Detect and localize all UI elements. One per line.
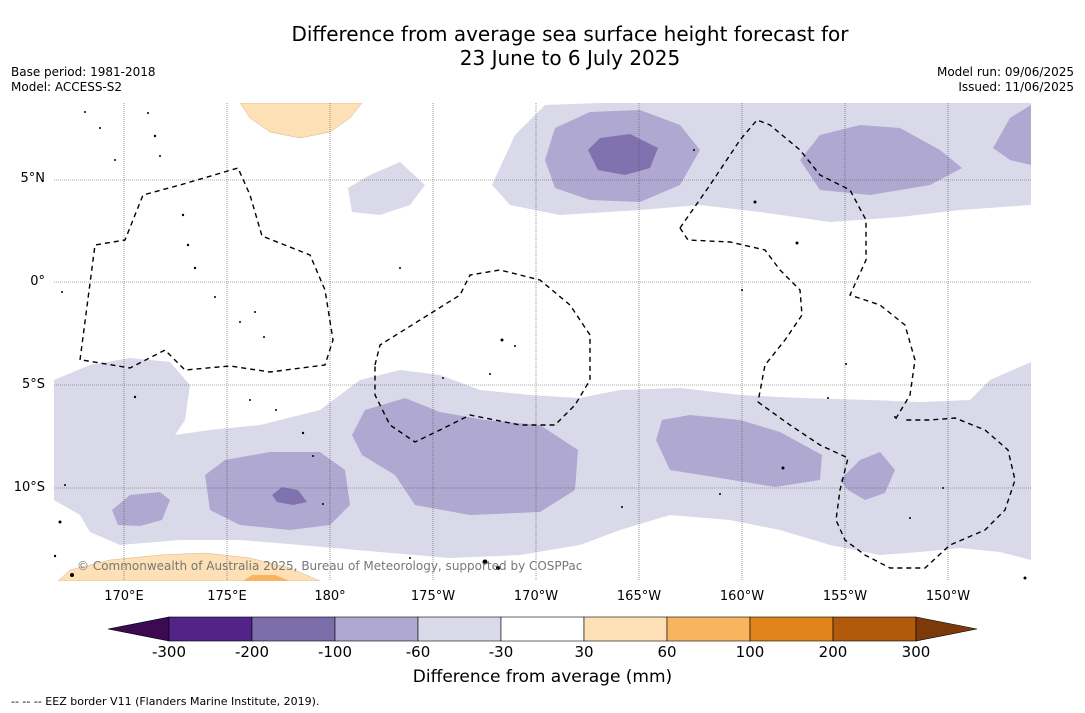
anomaly-peak-north [588, 134, 658, 175]
colorbar-tick: 60 [657, 643, 677, 661]
meta-left: Base period: 1981-2018 Model: ACCESS-S2 [11, 65, 156, 95]
anomaly-core-southwest [112, 492, 170, 526]
colorbar-tick: -60 [405, 643, 431, 661]
positive-anomaly-south-core [243, 575, 290, 581]
eez-border-cook-islands [757, 401, 1016, 569]
positive-anomaly-south [57, 552, 321, 581]
colorbar-tick: -200 [234, 643, 270, 661]
colorbar-tick: -30 [488, 643, 514, 661]
lat-label-5s: 5°S [21, 377, 45, 392]
colorbar-tick: 200 [818, 643, 848, 661]
lon-label-165w: 165°W [616, 589, 662, 604]
title-line-2: 23 June to 6 July 2025 [459, 46, 681, 70]
anomaly-core-east [656, 415, 822, 487]
lat-label-10s: 10°S [13, 480, 45, 495]
lat-label-0: 0° [30, 274, 45, 289]
islands [54, 111, 1027, 580]
anomaly-region-island [348, 162, 425, 215]
eez-footnote: -- -- -- EEZ border V11 (Flanders Marine… [11, 695, 320, 708]
map-title: Difference from average sea surface heig… [0, 22, 1085, 70]
meta-right: Model run: 09/06/2025 Issued: 11/06/2025 [937, 65, 1074, 95]
lon-label-170w: 170°W [513, 589, 559, 604]
lon-label-175w: 175°W [410, 589, 456, 604]
lon-label-180: 180° [314, 589, 346, 604]
model-run: Model run: 09/06/2025 [936, 65, 1074, 79]
colorbar-tick: 100 [735, 643, 765, 661]
eez-border-central [374, 269, 591, 443]
anomaly-core-central [352, 398, 578, 515]
anomaly-peak-west [272, 487, 307, 505]
lon-label-170e: 170°E [104, 589, 144, 604]
map-credit: © Commonwealth of Australia 2025, Bureau… [77, 559, 582, 573]
eez-border-line-islands-west [679, 227, 803, 403]
anomaly-core-northeast [800, 125, 962, 195]
eez-borders [79, 119, 1016, 569]
lon-label-175e: 175°E [207, 589, 247, 604]
graticule [54, 103, 1031, 581]
lat-label-5n: 5°N [20, 171, 46, 186]
positive-anomaly-north [239, 103, 363, 139]
issued-date: Issued: 11/06/2025 [958, 80, 1074, 94]
anomaly-core-far-east [840, 452, 895, 500]
colorbar-tick: -100 [317, 643, 353, 661]
colorbar-tick: -300 [151, 643, 187, 661]
lon-label-160w: 160°W [719, 589, 765, 604]
anomaly-core-east-edge [993, 105, 1031, 165]
eez-border-kiribati-gilberts [79, 167, 334, 373]
model-name: Model: ACCESS-S2 [11, 80, 123, 94]
colorbar-tick: 300 [901, 643, 931, 661]
colorbar-label: Difference from average (mm) [412, 667, 673, 687]
lon-label-155w: 155°W [822, 589, 868, 604]
base-period: Base period: 1981-2018 [11, 65, 156, 79]
lon-label-150w: 150°W [925, 589, 971, 604]
colorbar-tick: 30 [574, 643, 594, 661]
title-line-1: Difference from average sea surface heig… [291, 22, 849, 46]
eez-border-line-islands [679, 119, 916, 421]
